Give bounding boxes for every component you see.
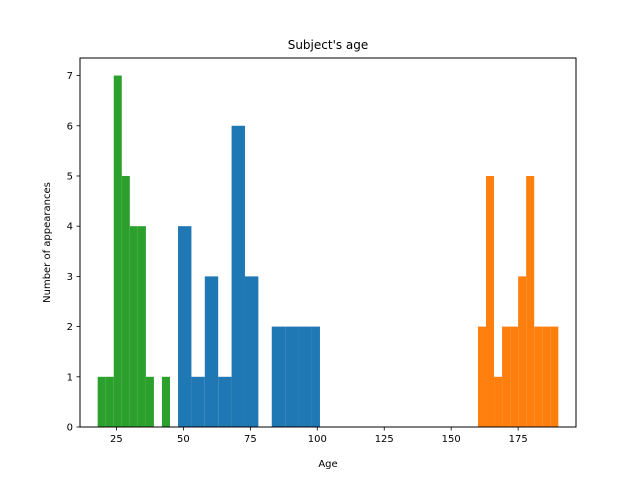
- histogram-bar-s0-b2: [113, 75, 122, 428]
- histogram-bar-s2-b5: [518, 276, 527, 427]
- ticks-layer: 25 50 75 100 125 150 175 0 1 2 3 4 5 6 7: [67, 71, 528, 445]
- histogram-bar-s1-b9: [311, 326, 320, 427]
- histogram-bar-s0-b7: [161, 376, 170, 427]
- histogram-bar-s1-b0: [178, 226, 192, 427]
- histogram-bar-s0-b4: [129, 226, 138, 427]
- histogram-bar-s2-b8: [542, 326, 551, 427]
- histogram-bar-s2-b2: [494, 376, 503, 427]
- histogram-bar-s2-b1: [486, 175, 495, 427]
- x-tick-label: 75: [244, 434, 257, 445]
- histogram-bar-s1-b6: [271, 326, 286, 427]
- y-tick-label: 0: [67, 423, 73, 434]
- histogram-bar-s0-b3: [121, 175, 130, 427]
- plot-frame: [79, 57, 577, 428]
- histogram-bar-s2-b3: [502, 326, 511, 427]
- y-tick-label: 3: [67, 272, 73, 283]
- histogram-bar-s1-b3: [218, 376, 232, 427]
- histogram-bar-s0-b5: [137, 226, 146, 427]
- histogram-bar-s1-b7: [285, 326, 299, 427]
- x-tick-label: 150: [442, 434, 461, 445]
- histogram-bar-s2-b4: [510, 326, 519, 427]
- histogram-bar-s2-b9: [550, 326, 559, 427]
- histogram-bar-s0-b6: [145, 376, 154, 427]
- y-tick-label: 6: [67, 121, 73, 132]
- histogram-bar-s1-b2: [204, 276, 219, 427]
- histogram-bar-s1-b8: [298, 326, 312, 427]
- x-axis-label: Age: [318, 459, 337, 470]
- histogram-bar-s0-b1: [105, 376, 114, 427]
- histogram-bar-s1-b5: [244, 276, 259, 427]
- y-tick-label: 1: [67, 372, 73, 383]
- y-tick-label: 5: [67, 171, 73, 182]
- bars-layer: [97, 75, 559, 428]
- histogram-bar-s2-b6: [526, 175, 535, 427]
- x-tick-label: 100: [308, 434, 327, 445]
- y-axis-label: Number of appearances: [42, 182, 53, 303]
- histogram-bar-s0-b0: [97, 376, 106, 427]
- x-tick-label: 25: [110, 434, 123, 445]
- y-tick-label: 4: [67, 222, 73, 233]
- y-tick-label: 2: [67, 322, 73, 333]
- x-tick-label: 175: [509, 434, 528, 445]
- y-tick-label: 7: [67, 71, 73, 82]
- chart-title: Subject's age: [288, 38, 369, 52]
- histogram-bar-s1-b4: [231, 125, 245, 427]
- histogram-bar-s2-b7: [534, 326, 543, 427]
- histogram-bar-s2-b0: [477, 326, 487, 427]
- x-tick-label: 125: [375, 434, 394, 445]
- histogram-bar-s1-b1: [191, 376, 205, 427]
- x-tick-label: 50: [177, 434, 190, 445]
